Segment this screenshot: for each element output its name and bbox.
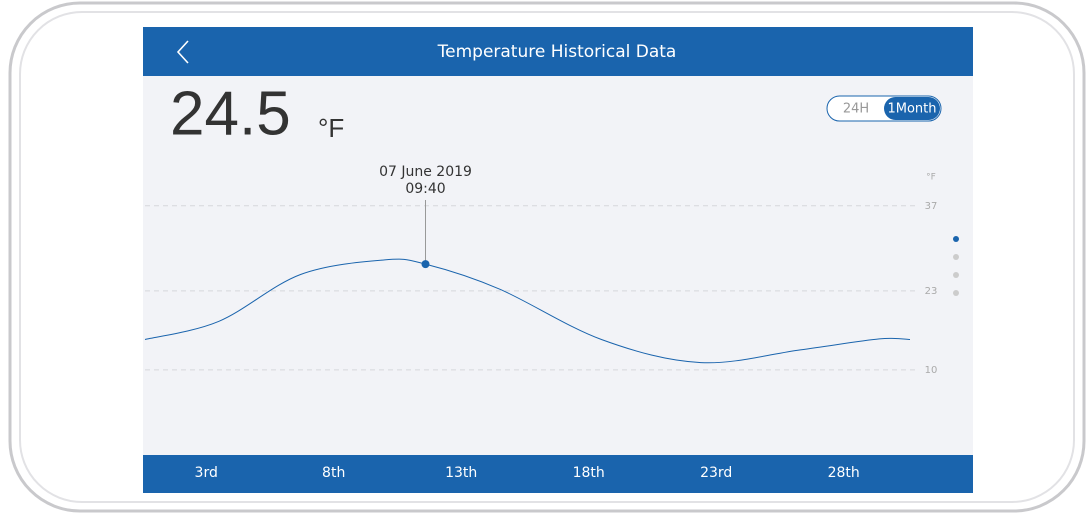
page-dot-active[interactable] bbox=[953, 236, 959, 242]
reading-unit: °F bbox=[318, 113, 344, 143]
x-axis-bar bbox=[143, 455, 973, 493]
page-dot[interactable] bbox=[953, 272, 959, 278]
phone-bezel bbox=[19, 11, 1075, 503]
y-tick-label: 37 bbox=[925, 201, 938, 212]
toggle-selected bbox=[884, 97, 940, 120]
x-tick-label: 23rd bbox=[700, 465, 732, 481]
page-dot[interactable] bbox=[953, 290, 959, 296]
x-tick-label: 8th bbox=[322, 465, 345, 481]
tooltip-date: 07 June 2019 bbox=[379, 164, 472, 180]
y-tick-label: 10 bbox=[925, 365, 938, 376]
selected-point bbox=[421, 260, 430, 269]
toggle-option[interactable]: 24H bbox=[843, 102, 869, 117]
page-dot[interactable] bbox=[953, 254, 959, 260]
header-bar bbox=[143, 27, 973, 76]
reading-value: 24.5 bbox=[170, 79, 291, 148]
x-tick-label: 13th bbox=[445, 465, 477, 481]
temperature-line bbox=[144, 258, 911, 364]
y-unit: °F bbox=[926, 173, 936, 183]
x-tick-label: 28th bbox=[828, 465, 860, 481]
header-title: Temperature Historical Data bbox=[437, 42, 677, 62]
toggle-option[interactable]: 1Month bbox=[887, 102, 936, 117]
y-tick-label: 23 bbox=[925, 286, 938, 297]
tooltip-time: 09:40 bbox=[405, 181, 445, 197]
x-tick-label: 18th bbox=[573, 465, 605, 481]
x-tick-label: 3rd bbox=[195, 465, 218, 481]
back-button[interactable] bbox=[176, 40, 189, 64]
